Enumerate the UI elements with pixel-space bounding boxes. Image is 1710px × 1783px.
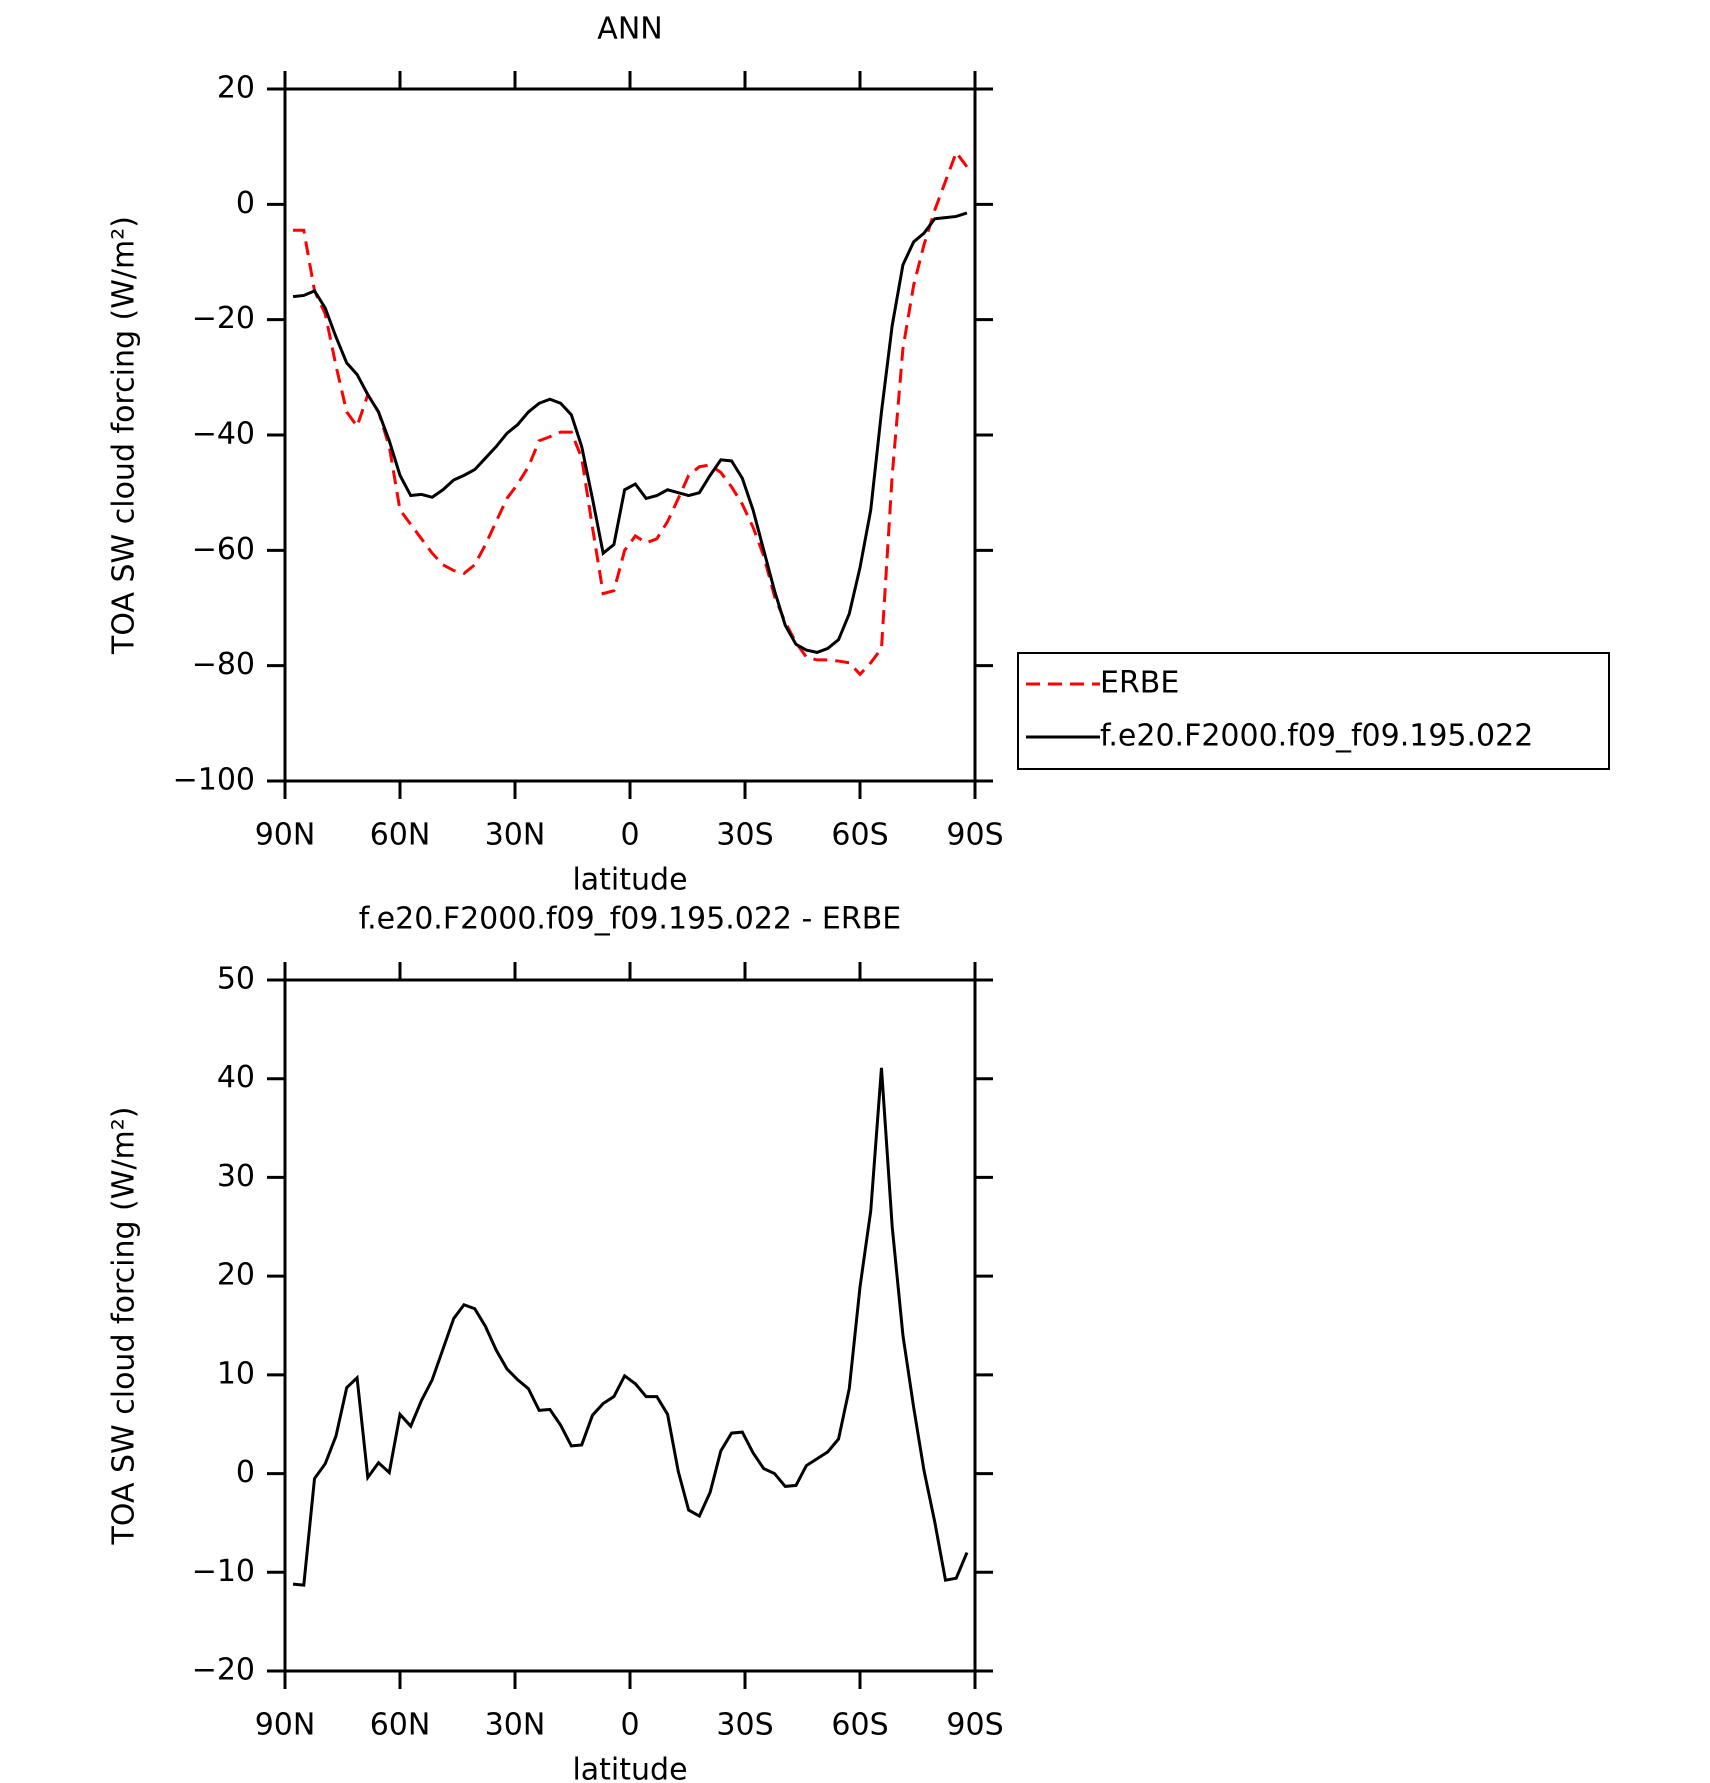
- y-tick-label: −100: [173, 763, 255, 798]
- x-tick-label: 30N: [485, 1708, 546, 1743]
- x-tick-label: 60N: [370, 818, 431, 853]
- x-tick-label: 30S: [716, 818, 773, 853]
- y-tick-label: 40: [217, 1060, 255, 1095]
- x-tick-label: 90S: [946, 818, 1003, 853]
- x-tick-label: 60S: [831, 1708, 888, 1743]
- y-tick-label: −60: [192, 532, 255, 567]
- y-tick-label: −40: [192, 417, 255, 452]
- legend-label: ERBE: [1100, 666, 1179, 701]
- y-tick-label: −10: [192, 1554, 255, 1589]
- legend-box: [1017, 652, 1610, 770]
- legend-label: f.e20.F2000.f09_f09.195.022: [1100, 719, 1533, 754]
- y-tick-label: −20: [192, 301, 255, 336]
- y-axis-label: TOA SW cloud forcing (W/m²): [107, 216, 142, 655]
- x-tick-label: 60N: [370, 1708, 431, 1743]
- plot-frame: [283, 87, 977, 783]
- y-tick-label: −20: [192, 1653, 255, 1688]
- x-tick-label: 60S: [831, 818, 888, 853]
- x-tick-label: 90N: [255, 1708, 316, 1743]
- plot-frame: [283, 978, 977, 1673]
- x-tick-label: 90N: [255, 818, 316, 853]
- y-axis-label: TOA SW cloud forcing (W/m²): [107, 1107, 142, 1546]
- y-tick-label: 10: [217, 1356, 255, 1391]
- x-axis-label: latitude: [572, 1753, 687, 1783]
- x-tick-label: 30S: [716, 1708, 773, 1743]
- y-tick-label: 50: [217, 962, 255, 997]
- y-tick-label: 20: [217, 1258, 255, 1293]
- data-line: [293, 149, 969, 677]
- x-tick-label: 0: [620, 1708, 639, 1743]
- y-tick-label: 0: [236, 186, 255, 221]
- chart-title: f.e20.F2000.f09_f09.195.022 - ERBE: [359, 902, 902, 937]
- x-tick-label: 90S: [946, 1708, 1003, 1743]
- x-tick-label: 30N: [485, 818, 546, 853]
- y-tick-label: 20: [217, 71, 255, 106]
- y-tick-label: −80: [192, 647, 255, 682]
- chart-title: ANN: [597, 12, 662, 47]
- x-axis-label: latitude: [572, 863, 687, 898]
- data-line: [292, 1067, 969, 1587]
- x-tick-label: 0: [620, 818, 639, 853]
- y-tick-label: 0: [236, 1455, 255, 1490]
- data-line: [292, 211, 968, 654]
- y-tick-label: 30: [217, 1159, 255, 1194]
